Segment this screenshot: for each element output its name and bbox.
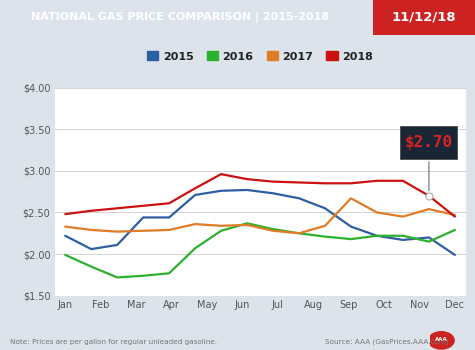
Text: Source: AAA (GasPrices.AAA.com): Source: AAA (GasPrices.AAA.com) — [325, 339, 449, 345]
Text: AAA: AAA — [435, 337, 447, 343]
Text: Note: Prices are per gallon for regular unleaded gasoline.: Note: Prices are per gallon for regular … — [10, 340, 217, 345]
Circle shape — [428, 332, 454, 349]
Text: NATIONAL GAS PRICE COMPARISON | 2015-2018: NATIONAL GAS PRICE COMPARISON | 2015-201… — [31, 12, 330, 23]
Text: $2.70: $2.70 — [405, 135, 453, 150]
Text: 11/12/18: 11/12/18 — [391, 11, 456, 24]
FancyBboxPatch shape — [373, 0, 475, 35]
Legend: 2015, 2016, 2017, 2018: 2015, 2016, 2017, 2018 — [147, 51, 373, 62]
FancyBboxPatch shape — [400, 126, 457, 159]
